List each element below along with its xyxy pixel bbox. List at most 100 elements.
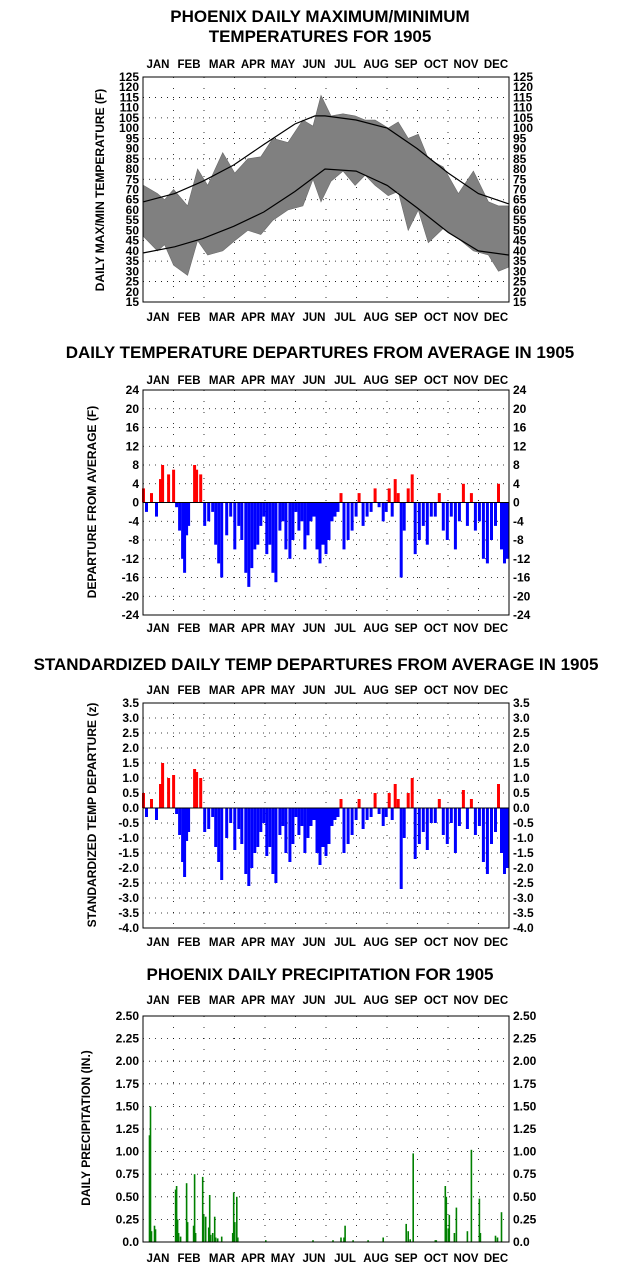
chart2-departure-bar	[453, 502, 457, 550]
chart-standardized-departures: STANDARDIZED DAILY TEMP DEPARTURES FROM …	[34, 655, 599, 949]
chart3-departure-bar	[187, 808, 191, 832]
chart2-y-tick-left: 0	[132, 496, 139, 510]
chart2-departure-bar	[361, 502, 365, 526]
chart2-departure-bar	[193, 465, 197, 503]
precipitation-bar	[478, 1198, 481, 1242]
chart2-departure-bar	[339, 493, 343, 503]
chart1-y-ticks-left: 1520253035404550556065707580859095100105…	[119, 70, 139, 309]
chart2-departure-bar	[377, 502, 381, 508]
chart1-y-tick-right: 15	[513, 295, 527, 309]
chart2-departure-bar	[441, 502, 445, 531]
chart3-departure-bar	[193, 769, 197, 808]
chart2-month-labels-bottom: JAN FEB MAR APR MAY JUN JUL AUG SEP OCT NOV DEC	[146, 623, 508, 635]
chart2-y-tick-right: 16	[513, 421, 527, 435]
chart1-month-label-bottom: NOV	[454, 312, 479, 324]
chart3-departure-bar	[500, 808, 503, 853]
chart3-departure-bar	[393, 784, 397, 808]
chart3-month-label-top: APR	[241, 685, 266, 697]
chart2-departure-bar	[294, 502, 298, 512]
chart3-departure-bar	[465, 808, 469, 829]
chart3-departure-bar	[229, 808, 233, 823]
chart3-month-label-top: JUL	[334, 685, 356, 697]
chart3-month-label-bottom: MAR	[209, 937, 236, 949]
chart2-y-tick-right: 4	[513, 477, 520, 491]
chart2-departure-bar	[327, 502, 331, 540]
chart1-y-tick-left: 110	[120, 101, 140, 115]
chart2-month-label-top: JUN	[302, 375, 325, 387]
chart1-y-tick-left: 55	[126, 213, 140, 227]
chart3-departure-bar	[207, 808, 211, 829]
chart3-departure-bar	[315, 808, 319, 853]
chart2-departure-bar	[437, 493, 441, 503]
chart2-departure-bar	[229, 502, 233, 517]
chart3-y-tick-left: -2.0	[118, 861, 139, 875]
chart4-y-ticks-right: 0.0 0.25 0.50 0.75 1.00 1.25 1.50 1.75 2.00 2.25 2…	[513, 1009, 537, 1249]
chart4-y-tick-right: 0.50	[513, 1190, 537, 1204]
chart3-departure-bar	[457, 808, 461, 826]
precipitation-bar	[382, 1237, 384, 1242]
chart2-departure-bar	[346, 502, 350, 540]
chart1-y-tick-left: 35	[126, 254, 140, 268]
chart2-departure-bar	[481, 502, 485, 559]
chart3-departure-bar	[318, 808, 322, 865]
chart3-month-label-bottom: FEB	[178, 937, 201, 949]
chart2-departure-bar	[300, 502, 304, 522]
precipitation-bar	[150, 1231, 153, 1242]
chart2-departure-bar	[321, 502, 325, 545]
chart3-departure-bar	[485, 808, 489, 874]
chart2-departure-bar	[253, 502, 257, 550]
precipitation-bar	[177, 1233, 180, 1242]
precipitation-bar	[434, 1240, 437, 1242]
chart3-departure-bar	[406, 793, 410, 808]
chart3-departure-bar	[217, 808, 221, 862]
chart3-y-tick-left: -1.5	[118, 846, 139, 860]
chart2-month-label-bottom: APR	[241, 623, 266, 635]
chart4-month-label-bottom: SEP	[394, 1253, 417, 1265]
chart3-departure-bar	[288, 808, 292, 862]
chart2-y-tick-right: 20	[513, 402, 527, 416]
chart3-departure-bar	[262, 808, 266, 823]
chart2-departure-bar	[477, 502, 481, 522]
chart1-y-tick-right: 105	[513, 111, 533, 125]
chart1-y-tick-right: 25	[513, 275, 527, 289]
chart3-departure-bar	[417, 808, 421, 844]
chart4-month-label-bottom: JUN	[302, 1253, 325, 1265]
chart1-y-tick-right: 55	[513, 213, 527, 227]
chart1-y-tick-right: 80	[513, 162, 527, 176]
chart3-departure-bar	[300, 808, 304, 826]
precipitation-bar	[208, 1195, 211, 1242]
chart3-month-label-bottom: JUN	[302, 937, 325, 949]
chart2-y-tick-left: -20	[122, 589, 140, 603]
chart2-y-tick-left: -8	[128, 533, 139, 547]
chart3-departure-bar	[161, 763, 165, 808]
chart3-y-tick-left: 3.0	[122, 711, 139, 725]
chart2-departure-bar	[203, 502, 207, 526]
chart4-gridlines	[143, 1015, 509, 1243]
chart3-month-label-top: JUN	[302, 685, 325, 697]
chart3-gridlines	[143, 702, 509, 929]
chart1-y-tick-right: 60	[513, 203, 527, 217]
chart2-y-tick-right: -12	[513, 552, 531, 566]
chart3-departure-bar	[155, 808, 158, 820]
chart3-month-label-top: SEP	[394, 685, 417, 697]
chart2-month-label-top: DEC	[484, 375, 508, 387]
precipitation-bar	[479, 1233, 482, 1242]
chart3-month-labels-top: JAN FEB MAR APR MAY JUN JUL AUG SEP OCT NOV DEC	[146, 685, 508, 697]
chart2-departure-bar	[410, 474, 414, 503]
chart2-departure-bar	[429, 502, 433, 517]
chart4-y-tick-left: 2.50	[116, 1009, 140, 1023]
chart3-departure-bar	[354, 808, 358, 820]
precipitation-bar	[193, 1174, 196, 1242]
chart2-y-tick-left: 12	[126, 439, 140, 453]
chart2-y-tick-right: 12	[513, 439, 527, 453]
chart1-y-tick-left: 20	[126, 285, 140, 299]
chart3-y-ticks-left: -4.0-3.5-3.0-2.5-2.0-1.5-1.0-0.50.00.51.…	[118, 696, 139, 935]
chart2-y-tick-left: 4	[132, 477, 139, 491]
chart3-y-tick-left: 3.5	[122, 696, 139, 710]
chart2-departure-bar	[207, 502, 211, 522]
chart2-departure-bar	[240, 502, 244, 540]
chart4-month-label-top: AUG	[363, 995, 389, 1007]
chart3-departure-bar	[145, 808, 148, 817]
chart4-y-tick-right: 2.25	[513, 1032, 537, 1046]
chart3-departure-bar	[178, 808, 182, 835]
